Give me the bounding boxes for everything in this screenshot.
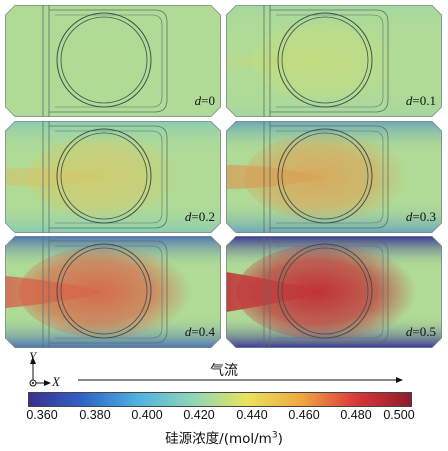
panel-label: d=0 [194, 93, 215, 108]
coordinate-axes-icon [29, 357, 51, 387]
colorbar-tick: 0.480 [340, 408, 372, 422]
concentration-field [226, 121, 442, 233]
panel-d02: d=0.2 [5, 121, 221, 233]
flow-label: 气流 [210, 363, 238, 379]
panel-d01: d=0.1 [226, 5, 442, 117]
colorbar-tick: 0.500 [383, 408, 415, 422]
panel-label: d=0.1 [405, 93, 436, 108]
colorbar-tick: 0.380 [79, 408, 111, 422]
colorbar-tick: 0.400 [131, 408, 163, 422]
concentration-field [226, 5, 442, 117]
panel-label: d=0.3 [405, 209, 436, 224]
concentration-field [226, 236, 442, 348]
colorbar-tick: 0.440 [236, 408, 268, 422]
panel-label: d=0.5 [405, 324, 436, 339]
panel-d04: d=0.4 [5, 236, 221, 348]
x-axis-label: X [52, 374, 60, 389]
concentration-field [5, 5, 221, 117]
concentration-field [5, 236, 221, 348]
panel-d05: d=0.5 [226, 236, 442, 348]
panel-d03: d=0.3 [226, 121, 442, 233]
panel-label: d=0.4 [184, 324, 215, 339]
colorbar [28, 392, 412, 407]
panel-d0: d=0 [5, 5, 221, 117]
colorbar-title: 硅源浓度/(mol/m3) [165, 430, 283, 448]
colorbar-tick: 0.460 [288, 408, 320, 422]
panel-label: d=0.2 [184, 209, 215, 224]
colorbar-tick: 0.360 [26, 408, 58, 422]
colorbar-tick: 0.420 [183, 408, 215, 422]
concentration-field [5, 121, 221, 233]
y-axis-label: Y [29, 349, 37, 364]
